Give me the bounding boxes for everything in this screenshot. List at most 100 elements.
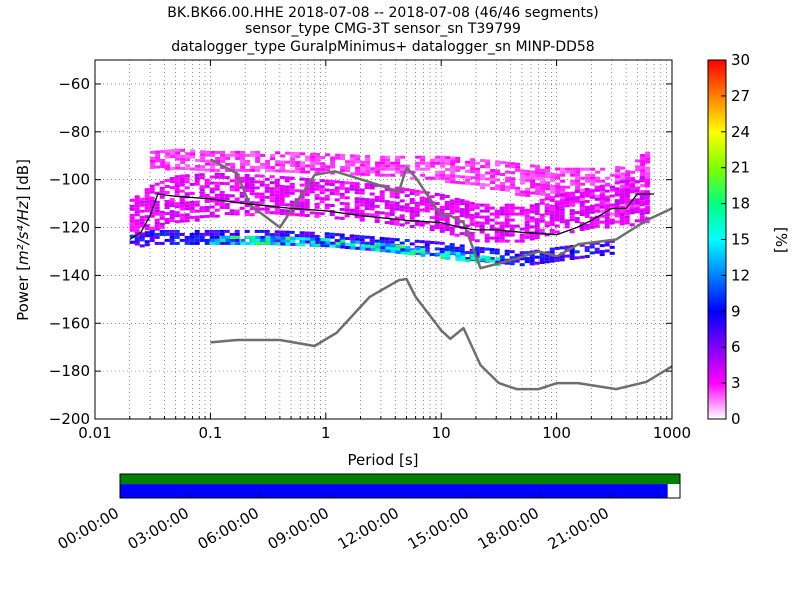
density-cell <box>534 203 540 207</box>
density-cell <box>515 189 521 193</box>
density-cell <box>454 233 460 237</box>
density-cell <box>580 182 586 186</box>
density-cell <box>604 198 610 202</box>
density-cell <box>139 238 145 242</box>
density-cell <box>275 236 281 240</box>
density-cell <box>210 168 216 172</box>
density-cell <box>620 175 626 179</box>
density-cell <box>635 204 641 208</box>
density-cell <box>154 235 160 239</box>
density-cell <box>314 196 320 200</box>
density-cell <box>334 233 340 237</box>
density-cell <box>154 241 160 245</box>
density-cell <box>385 158 391 162</box>
density-cell <box>219 190 225 194</box>
density-cell <box>554 258 560 262</box>
density-cell <box>469 251 475 255</box>
density-cell <box>484 218 490 222</box>
density-cell <box>335 156 341 160</box>
density-cell <box>254 201 260 205</box>
density-cell <box>180 154 186 158</box>
density-cell <box>324 244 330 248</box>
density-cell <box>559 202 565 206</box>
density-cell <box>505 185 511 189</box>
density-cell <box>424 197 430 201</box>
density-cell <box>229 188 235 192</box>
density-cell <box>330 159 336 163</box>
density-cell <box>234 229 240 233</box>
density-cell <box>634 201 640 205</box>
density-cell <box>435 170 441 174</box>
density-cell <box>179 180 185 184</box>
density-cell <box>474 206 480 210</box>
density-cell <box>414 222 420 226</box>
density-cell <box>415 161 421 165</box>
density-cell <box>290 157 296 161</box>
density-cell <box>340 239 346 243</box>
density-cell <box>319 241 325 245</box>
density-cell <box>134 236 140 240</box>
density-cell <box>139 215 145 219</box>
density-cell <box>184 238 190 242</box>
density-cell <box>290 239 296 243</box>
density-cell <box>639 212 645 216</box>
density-cell <box>475 170 481 174</box>
density-cell <box>320 162 326 166</box>
density-cell <box>460 181 466 185</box>
density-cell <box>229 179 235 183</box>
density-cell <box>414 210 420 214</box>
density-cell <box>434 217 440 220</box>
density-cell <box>225 153 231 157</box>
density-cell <box>334 216 340 220</box>
density-cell <box>414 192 420 196</box>
density-cell <box>500 182 506 185</box>
density-cell <box>324 188 330 192</box>
density-cell <box>220 153 226 157</box>
density-cell <box>534 209 540 213</box>
density-cell <box>179 238 185 242</box>
density-cell <box>380 167 386 171</box>
density-cell <box>200 150 206 154</box>
y-axis-label-prefix: Power [ <box>14 265 32 321</box>
density-cell <box>174 232 180 236</box>
density-cell <box>184 207 190 211</box>
density-cell <box>524 260 530 264</box>
coverage-data-bar <box>120 474 680 485</box>
density-cell <box>175 151 181 155</box>
density-cell <box>404 221 410 225</box>
density-cell <box>169 235 175 239</box>
density-cell <box>134 219 140 223</box>
density-cell <box>620 187 626 191</box>
x-tick-label: 1000 <box>653 424 691 442</box>
density-cell <box>299 195 305 199</box>
density-cell <box>600 167 606 171</box>
density-cell <box>530 191 536 195</box>
density-cell <box>189 191 195 195</box>
density-cell <box>344 205 350 209</box>
density-cell <box>314 184 320 188</box>
density-cell <box>334 189 340 193</box>
density-cell <box>509 262 515 266</box>
density-cell <box>330 171 336 175</box>
density-cell <box>155 150 161 154</box>
density-cell <box>315 152 321 156</box>
density-cell <box>455 257 461 261</box>
density-cell <box>175 148 181 152</box>
density-cell <box>444 225 450 228</box>
density-cell <box>320 165 326 169</box>
density-cell <box>449 232 455 236</box>
density-cell <box>164 203 170 206</box>
density-cell <box>309 231 315 235</box>
density-cell <box>579 228 585 231</box>
density-cell <box>405 252 411 255</box>
y-tick-label: −100 <box>49 171 90 189</box>
density-cell <box>485 159 491 163</box>
density-cell <box>139 232 145 236</box>
y-tick-label: −80 <box>58 123 90 141</box>
density-cell <box>374 198 380 202</box>
density-cell <box>574 190 580 194</box>
density-cell <box>309 187 315 191</box>
density-cell <box>530 179 536 183</box>
density-cell <box>154 209 160 213</box>
density-cell <box>415 250 421 254</box>
